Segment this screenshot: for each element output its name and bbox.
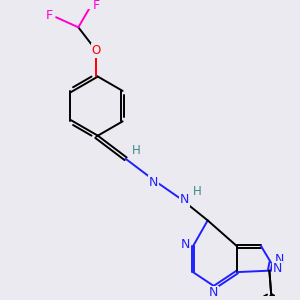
Text: N: N (273, 262, 282, 275)
Text: F: F (46, 9, 53, 22)
Text: N: N (180, 193, 189, 206)
Text: H: H (193, 185, 201, 198)
Text: F: F (93, 0, 100, 12)
Text: O: O (92, 44, 101, 57)
Text: N: N (274, 253, 284, 266)
Text: N: N (208, 286, 218, 299)
Text: N: N (148, 176, 158, 189)
Text: H: H (132, 144, 141, 158)
Text: N: N (180, 238, 190, 251)
